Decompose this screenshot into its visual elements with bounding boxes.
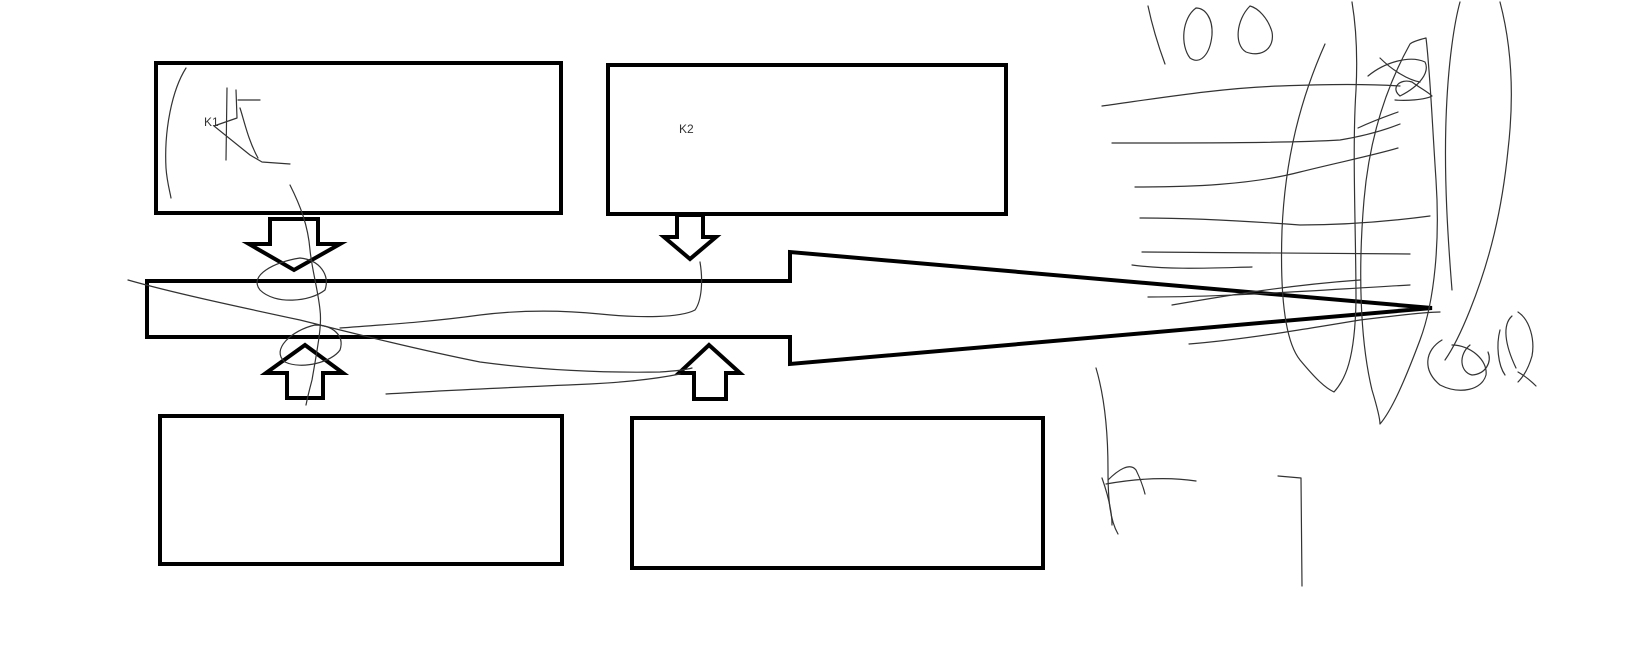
up-arrow-right <box>673 342 746 401</box>
hatch-4 <box>1139 215 1431 226</box>
hatch-10 <box>1357 111 1399 129</box>
sketch-tall-line <box>1444 1 1461 291</box>
up-arrow-left <box>259 342 350 400</box>
label-k1: K1 <box>204 115 219 129</box>
scribble-tl-wiggle <box>289 184 322 406</box>
sketch-mid-outline <box>1360 37 1438 425</box>
main-arrow <box>145 249 1433 367</box>
sketch-right-outline <box>1444 1 1512 361</box>
scribble-low-line <box>385 373 681 395</box>
sketch-squiggle <box>1367 57 1433 101</box>
sketch-drop-2 <box>1237 5 1273 55</box>
scribble-bottom-left-vert <box>1095 367 1119 535</box>
box-bottom-right <box>630 416 1045 570</box>
scribble-loop-left <box>256 257 327 301</box>
scribble-bottom-k <box>1101 466 1197 526</box>
sketch-drop-1 <box>1183 7 1213 61</box>
hatch-9 <box>1188 311 1441 345</box>
hatch-5 <box>1141 251 1411 255</box>
scribble-tl-k1 <box>213 87 291 165</box>
sketch-loop-c <box>1497 315 1517 376</box>
sketch-loop-b <box>1461 344 1490 376</box>
down-arrow-left <box>241 217 348 273</box>
hatch-6 <box>1131 264 1253 269</box>
scribble-loop-center <box>279 324 342 366</box>
down-arrow-right <box>658 213 722 262</box>
scribble-bottom-bracket <box>1277 475 1303 587</box>
hatch-1 <box>1101 83 1401 107</box>
sketch-left-outline <box>1280 1 1358 393</box>
sketch-stroke-top <box>1147 5 1166 65</box>
hatch-2 <box>1111 123 1401 144</box>
box-top-right <box>606 63 1008 216</box>
sketch-lines-end <box>1517 311 1537 387</box>
label-k2: K2 <box>679 122 694 136</box>
scribble-diagonal <box>127 279 693 373</box>
sketch-loop-a <box>1427 339 1487 391</box>
box-bottom-left <box>158 414 564 566</box>
hatch-8 <box>1171 279 1361 306</box>
hatch-3 <box>1134 147 1399 188</box>
scribble-tl-curve <box>165 67 187 199</box>
scribble-k2-curve <box>339 261 703 329</box>
box-top-left <box>154 61 563 215</box>
hatch-7 <box>1147 284 1411 298</box>
